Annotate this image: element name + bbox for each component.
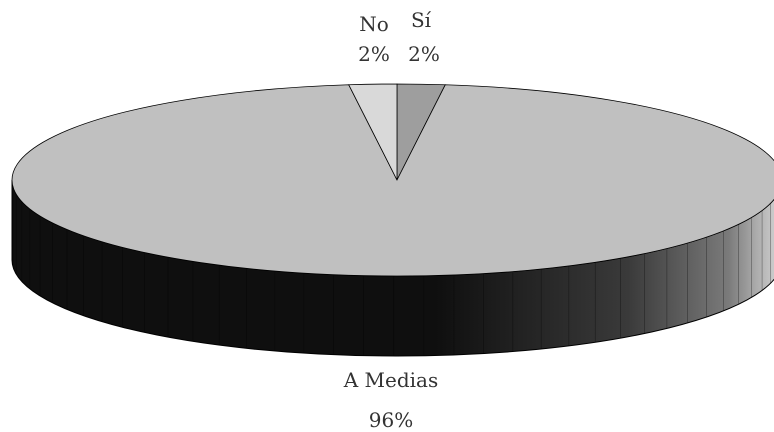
slice-label-no: No bbox=[359, 12, 389, 36]
slice-value-si: 2% bbox=[408, 42, 440, 66]
slice-value-no: 2% bbox=[358, 42, 390, 66]
slice-label-si: Sí bbox=[410, 8, 432, 32]
pie-slice-no bbox=[348, 83, 398, 181]
slice-value-a-medias: 96% bbox=[368, 408, 414, 432]
pie-slices bbox=[11, 83, 774, 277]
slice-label-a-medias: A Medias bbox=[343, 368, 439, 392]
pie-slice-a-medias bbox=[11, 84, 774, 277]
pie-side-wall bbox=[11, 179, 774, 357]
